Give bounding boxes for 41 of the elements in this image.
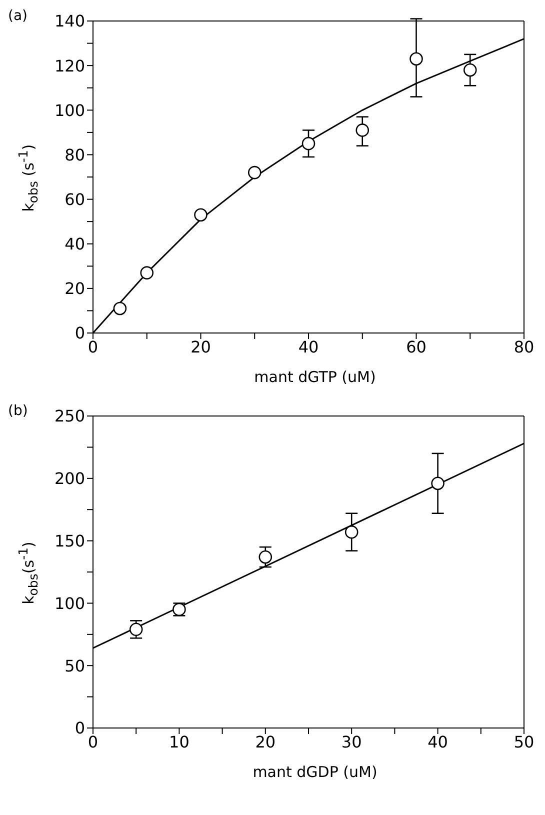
chart-title: (a) [8, 8, 28, 24]
y-tick-label: 40 [64, 234, 85, 254]
point [410, 52, 423, 66]
point [344, 525, 358, 539]
y-tick-label: 20 [64, 279, 85, 298]
y-tick-label: 140 [54, 12, 85, 31]
x-tick-label: 30 [341, 732, 362, 752]
point [129, 622, 143, 636]
x-tick-label: 50 [514, 732, 534, 752]
y-tick-label: 100 [54, 100, 85, 120]
point [113, 302, 127, 316]
x-tick-label: 40 [298, 337, 319, 356]
x-tick-label: 10 [169, 732, 190, 752]
y-tick-label: 0 [74, 324, 85, 343]
x-tick-label: 20 [255, 732, 276, 752]
point [248, 166, 262, 180]
x-tick-label: 0 [88, 337, 98, 356]
point [302, 136, 316, 150]
y-tick-label: 150 [54, 531, 85, 550]
y-tick-label: 80 [64, 145, 85, 164]
point [258, 550, 272, 564]
y-tick-label: 100 [54, 594, 85, 613]
chart-title: (b) [8, 403, 28, 419]
x-tick-label: 20 [190, 337, 211, 356]
point [194, 208, 208, 222]
x-tick-label: 60 [406, 337, 426, 356]
point [431, 476, 444, 490]
y-tick-label: 0 [74, 718, 85, 738]
y-tick-label: 200 [54, 469, 85, 488]
x-tick-label: 80 [514, 337, 534, 356]
x-axis-title: mant dGDP (uM) [252, 763, 378, 781]
y-tick-label: 60 [64, 190, 85, 209]
x-tick-label: 0 [88, 732, 98, 752]
y-tick-label: 250 [54, 406, 85, 426]
point [140, 266, 154, 280]
point [463, 63, 477, 77]
y-tick-label: 120 [54, 56, 85, 76]
x-tick-label: 40 [428, 732, 448, 752]
y-tick-label: 50 [64, 656, 85, 676]
point [356, 124, 370, 137]
x-axis-title: mant dGTP (uM) [253, 368, 377, 386]
